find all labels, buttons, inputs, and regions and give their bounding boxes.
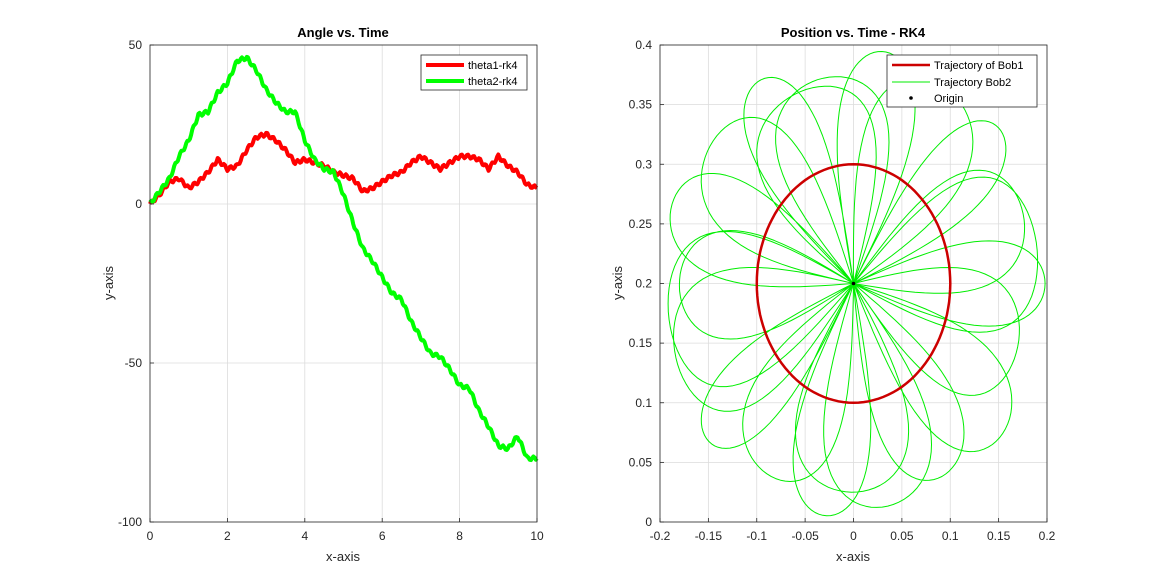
position-plot-ytick-label: 0.15 [629,336,653,350]
position-plot-ylabel: y-axis [610,266,625,300]
position-plot-ytick-label: 0.05 [629,455,653,469]
series-point-origin [851,281,856,286]
position-plot-xtick-label: 0.2 [1039,529,1056,543]
position-plot-xtick-label: 0.15 [987,529,1011,543]
angle-plot-lines [148,54,539,463]
legend-label-bob1: Trajectory of Bob1 [934,60,1023,72]
position-plot-lines [667,51,1046,517]
series-line-theta1-rk4 [148,130,539,205]
position-plot-title: Position vs. Time - RK4 [781,25,926,40]
angle-plot-xtick-label: 4 [301,529,308,543]
position-plot-xtick-label: -0.15 [695,529,723,543]
position-plot-xtick-label: -0.1 [746,529,767,543]
position-plot-xtick-label: -0.2 [650,529,671,543]
position-plot-xlabel: x-axis [836,549,870,564]
angle-plot-legend: theta1-rk4 theta2-rk4 [420,54,528,91]
angle-plot-xlabel: x-axis [326,549,360,564]
angle-plot-ytick-label: 0 [135,197,142,211]
position-plot-ytick-label: 0.4 [635,38,652,52]
position-plot-xtick-label: 0.1 [942,529,959,543]
angle-plot-ticks: 0 2 4 6 8 10 -100 -50 0 50 [118,38,544,543]
position-plot-ytick-label: 0.25 [629,217,653,231]
angle-plot-background [150,45,537,522]
angle-plot-xtick-label: 0 [147,529,154,543]
series-line-trajectory-bob1 [755,162,952,405]
legend-label-theta1: theta1-rk4 [468,60,518,72]
position-plot-xtick-label: 0.05 [890,529,914,543]
position-plot-ytick-label: 0.2 [635,277,652,291]
legend-label-origin: Origin [934,93,963,105]
position-plot-xtick-label: 0 [850,529,857,543]
position-plot-ytick-label: 0.3 [635,157,652,171]
position-plot-ticks: -0.2 -0.15 -0.1 -0.05 0 0.05 0.1 0.15 0.2 0 0.05 0.… [629,38,1056,543]
series-line-theta2-rk4 [148,54,539,463]
position-plot: -0.2 -0.15 -0.1 -0.05 0 0.05 0.1 0.15 0.2 0 0.05 0.… [610,25,1056,564]
angle-plot-xtick-label: 2 [224,529,231,543]
angle-plot-ytick-label: 50 [129,38,143,52]
legend-label-bob2: Trajectory Bob2 [934,77,1011,89]
angle-plot-ytick-label: -50 [125,356,143,370]
angle-plot-xtick-label: 6 [379,529,386,543]
angle-plot-frame [149,44,538,523]
angle-plot-xtick-label: 10 [530,529,544,543]
legend-marker-origin [909,96,913,100]
angle-plot-legend-box [420,54,528,91]
angle-plot-xtick-label: 8 [456,529,463,543]
position-plot-legend: Trajectory of Bob1 Trajectory Bob2 Origi… [886,54,1038,108]
angle-plot-ylabel: y-axis [101,266,116,300]
position-plot-ytick-label: 0.1 [635,396,652,410]
angle-plot-ytick-label: -100 [118,515,142,529]
legend-label-theta2: theta2-rk4 [468,76,518,88]
angle-plot-title: Angle vs. Time [297,25,389,40]
position-plot-xtick-label: -0.05 [791,529,819,543]
position-plot-ytick-label: 0 [645,515,652,529]
position-plot-ytick-label: 0.35 [629,98,653,112]
